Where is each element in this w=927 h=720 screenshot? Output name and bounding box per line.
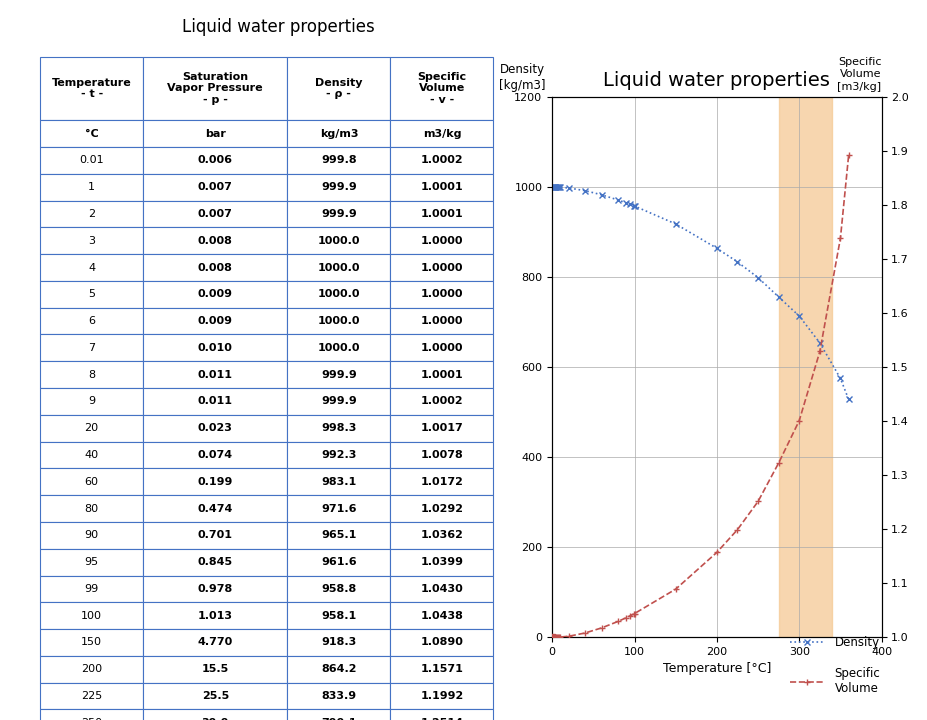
Specific
Volume xyxy=(553,633,565,642)
Density xyxy=(629,202,640,210)
Specific
Volume xyxy=(669,585,680,593)
Density xyxy=(546,183,557,192)
Density xyxy=(752,274,763,282)
Specific
Volume xyxy=(550,633,561,642)
Density xyxy=(772,292,783,301)
Legend: Density, Specific
Volume: Density, Specific Volume xyxy=(784,631,884,700)
Specific
Volume xyxy=(752,497,763,505)
Specific
Volume xyxy=(620,613,631,622)
Line: Density: Density xyxy=(549,184,850,402)
Density xyxy=(595,191,606,199)
Specific
Volume xyxy=(813,347,824,356)
Specific
Volume xyxy=(612,617,623,626)
Specific
Volume xyxy=(629,609,640,618)
Specific
Volume xyxy=(546,633,557,642)
Density xyxy=(552,183,563,192)
Density xyxy=(548,183,559,192)
Bar xyxy=(778,97,832,637)
Specific
Volume xyxy=(552,633,563,642)
Specific
Volume xyxy=(549,633,560,642)
Specific
Volume xyxy=(552,633,564,642)
Density xyxy=(628,202,639,210)
Text: Specific
Volume
[m3/kg]: Specific Volume [m3/kg] xyxy=(836,57,881,92)
Specific
Volume xyxy=(578,629,590,637)
Specific
Volume xyxy=(834,234,845,243)
Density xyxy=(793,312,804,320)
Density xyxy=(578,186,590,195)
Density xyxy=(620,199,631,207)
Specific
Volume xyxy=(793,416,804,425)
Specific
Volume xyxy=(842,150,853,159)
Density xyxy=(842,395,853,404)
Density xyxy=(813,338,824,347)
Density xyxy=(549,183,560,192)
Density xyxy=(669,220,680,228)
Specific
Volume xyxy=(595,624,606,632)
Specific
Volume xyxy=(548,633,559,642)
Density xyxy=(731,258,743,266)
Density xyxy=(550,183,561,192)
Text: Density
[kg/m3]: Density [kg/m3] xyxy=(499,63,545,92)
Density xyxy=(612,196,623,204)
Specific
Volume xyxy=(628,610,639,618)
Title: Liquid water properties: Liquid water properties xyxy=(603,71,830,90)
X-axis label: Temperature [°C]: Temperature [°C] xyxy=(662,662,770,675)
Specific
Volume xyxy=(550,633,561,642)
Density xyxy=(834,374,845,383)
Density xyxy=(551,183,562,192)
Line: Specific
Volume: Specific Volume xyxy=(548,152,851,641)
Specific
Volume xyxy=(547,633,558,642)
Density xyxy=(547,183,558,192)
Specific
Volume xyxy=(731,526,743,534)
Density xyxy=(550,183,561,192)
Specific
Volume xyxy=(551,633,562,642)
Density xyxy=(710,244,721,253)
Density xyxy=(624,200,635,209)
Density xyxy=(552,183,564,192)
Density xyxy=(553,183,565,192)
Specific
Volume xyxy=(772,459,783,467)
Text: Liquid water properties: Liquid water properties xyxy=(182,18,375,36)
Specific
Volume xyxy=(563,632,574,641)
Specific
Volume xyxy=(624,611,635,620)
Density xyxy=(563,184,574,192)
Specific
Volume xyxy=(710,548,721,557)
